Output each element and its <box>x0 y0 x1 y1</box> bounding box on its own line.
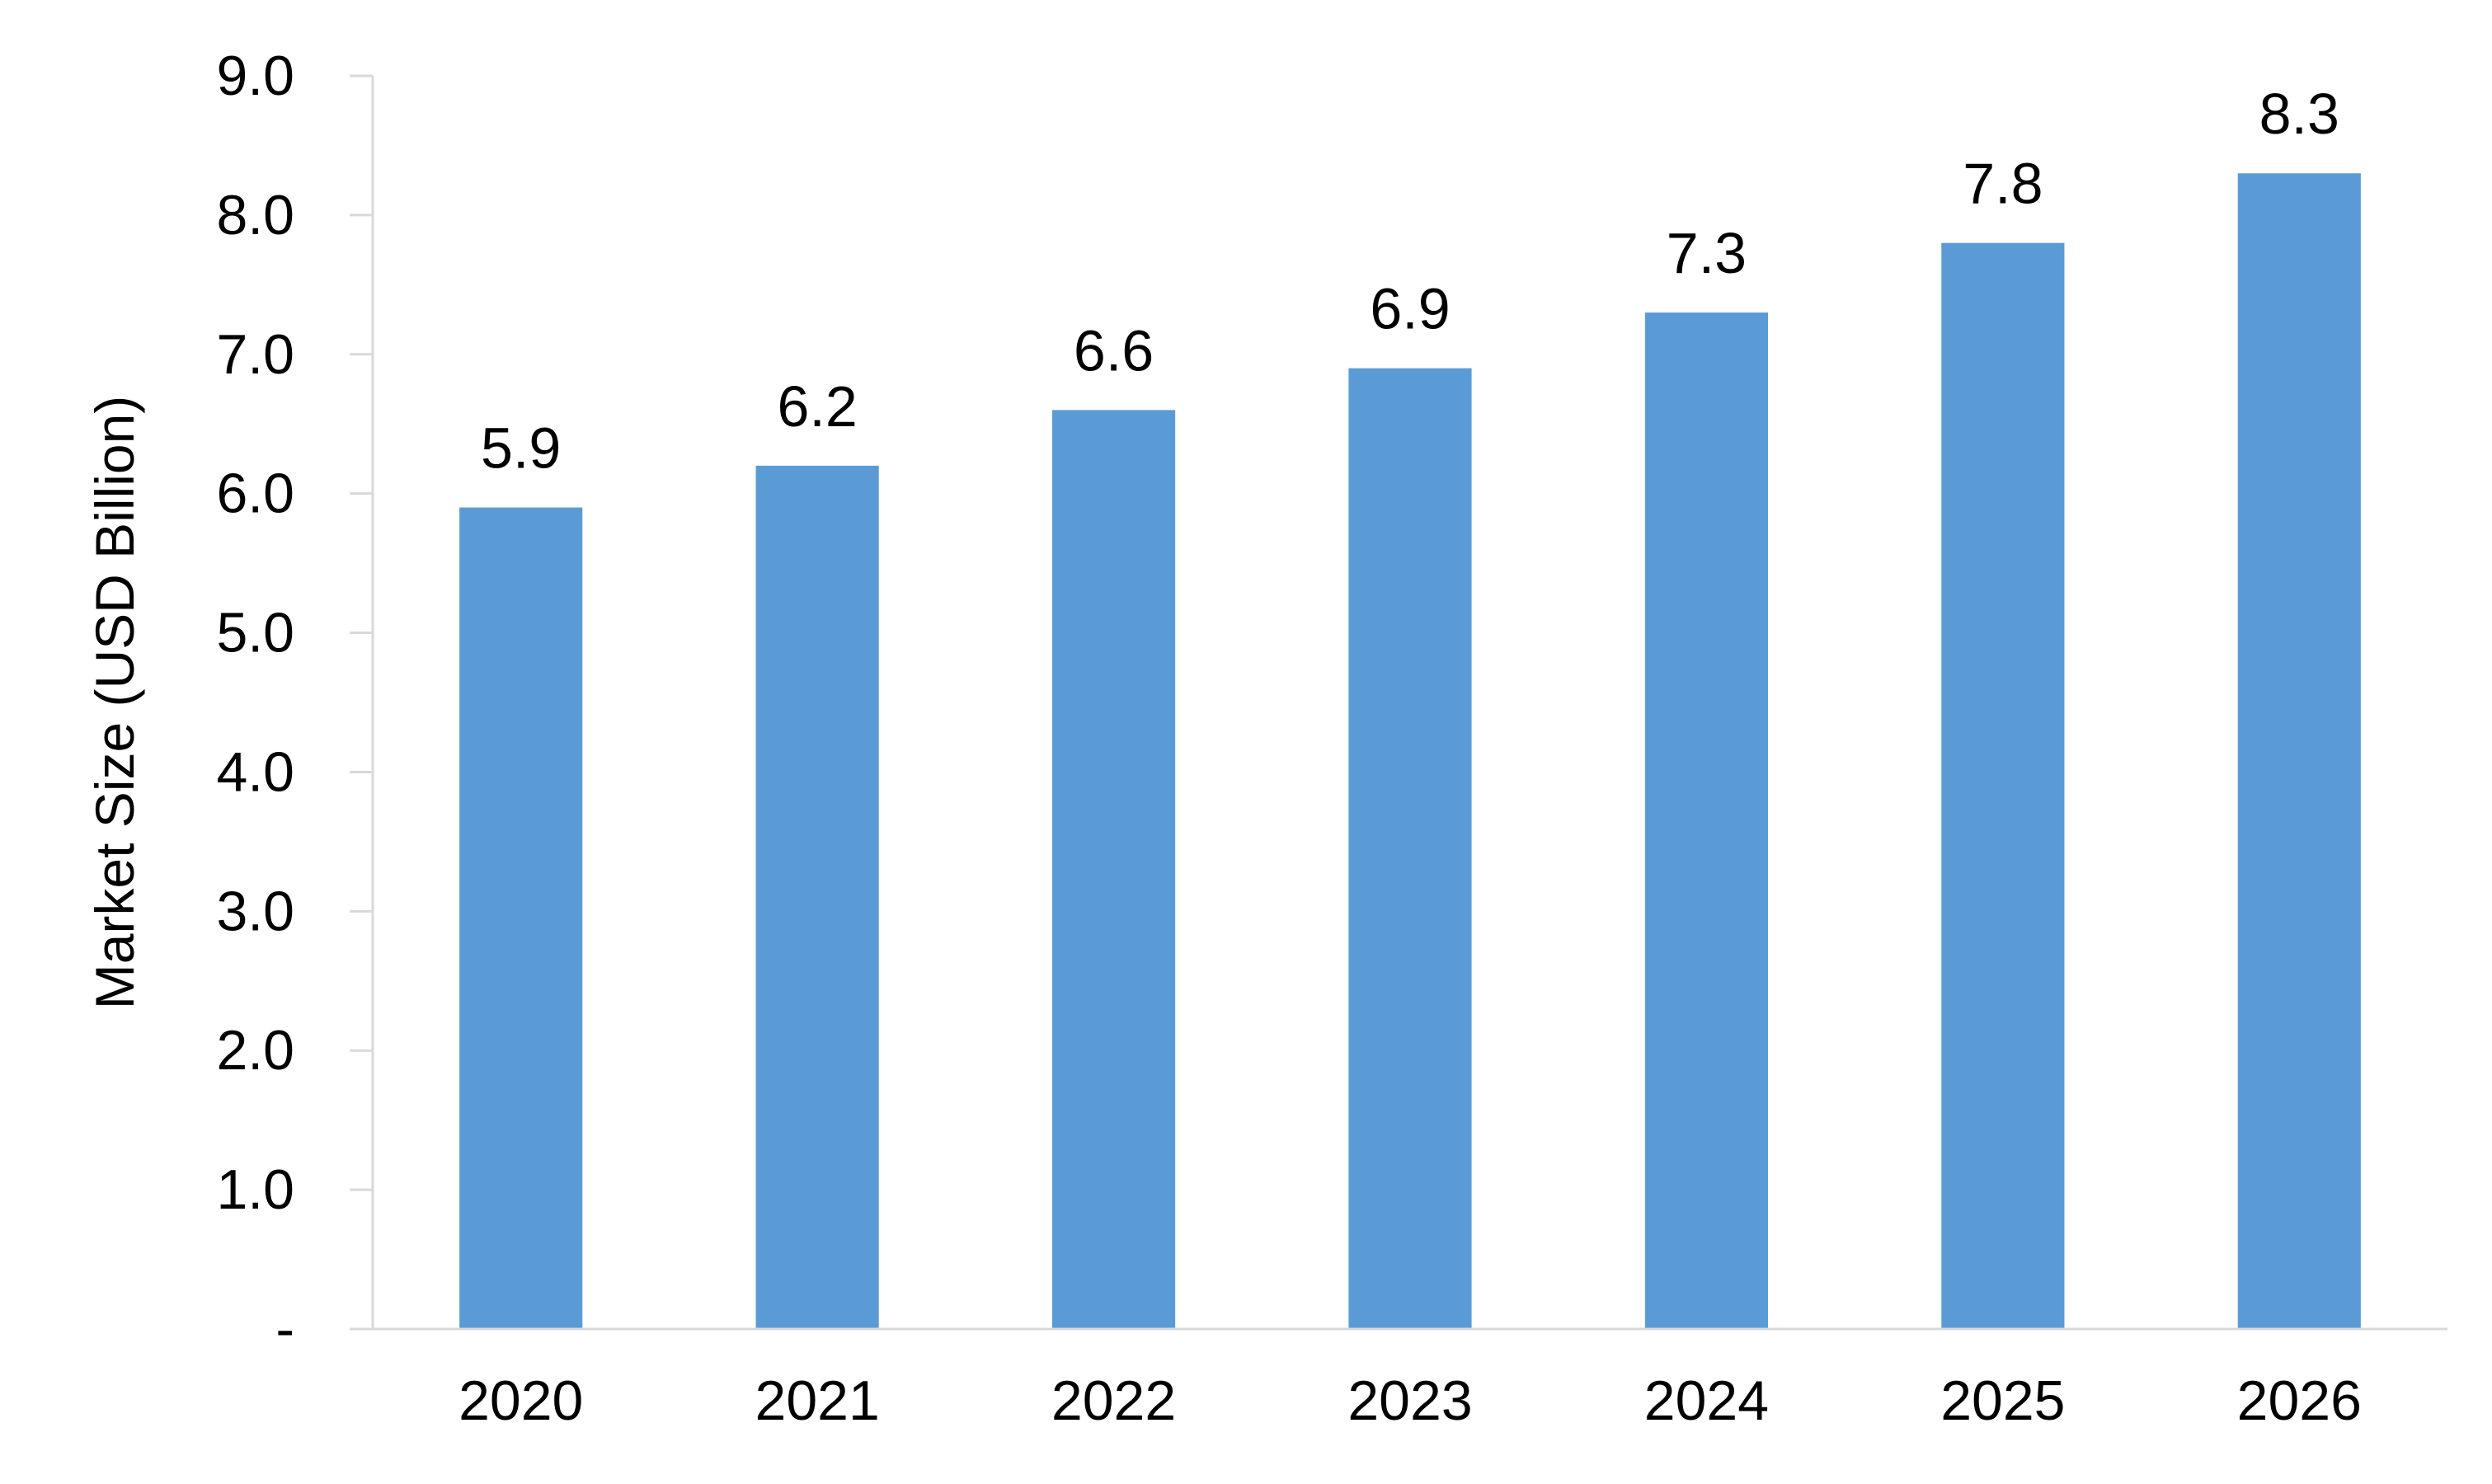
bar-2020 <box>459 507 583 1329</box>
x-tick-label-2025: 2025 <box>1940 1369 2065 1432</box>
bar-2021 <box>755 465 879 1329</box>
data-labels: 5.9 6.2 6.6 6.9 7.3 7.8 8.3 <box>481 82 2339 480</box>
bar-2023 <box>1348 368 1472 1330</box>
y-tick-label: 5.0 <box>216 602 294 665</box>
x-tick-label-2026: 2026 <box>2237 1369 2362 1432</box>
x-tick-label-2023: 2023 <box>1347 1369 1472 1432</box>
x-tick-label-2021: 2021 <box>755 1369 880 1432</box>
data-label-2023: 6.9 <box>1370 277 1450 341</box>
bar-2024 <box>1644 312 1769 1330</box>
y-axis-title-group: Market Size (USD Billion) <box>84 396 145 1010</box>
data-label-2022: 6.6 <box>1074 318 1154 383</box>
x-tick-label-2024: 2024 <box>1644 1369 1769 1432</box>
y-tick-label: 6.0 <box>216 463 294 525</box>
y-axis-title: Market Size (USD Billion) <box>84 396 145 1010</box>
y-tick-label: 2.0 <box>216 1019 294 1082</box>
bars <box>459 173 2361 1330</box>
y-tick-label: 4.0 <box>216 740 294 803</box>
data-label-2020: 5.9 <box>481 416 561 481</box>
y-tick-label: 8.0 <box>216 184 294 247</box>
bar-2022 <box>1051 410 1176 1329</box>
bar-2026 <box>2237 173 2361 1330</box>
data-label-2025: 7.8 <box>1963 152 2043 216</box>
x-tick-label-2020: 2020 <box>458 1369 583 1432</box>
x-axis-ticks: 2020 2021 2022 2023 2024 2025 2026 <box>458 1369 2362 1432</box>
y-tick-label: 1.0 <box>216 1158 294 1221</box>
data-label-2026: 8.3 <box>2259 82 2339 146</box>
y-tick-label: 9.0 <box>216 45 294 107</box>
axes <box>350 76 2447 1331</box>
bar-2025 <box>1941 242 2065 1330</box>
data-label-2021: 6.2 <box>777 374 857 439</box>
y-tick-label: 3.0 <box>216 880 294 942</box>
y-axis-ticks: - 1.0 2.0 3.0 4.0 5.0 6.0 7.0 8.0 9.0 <box>216 45 373 1360</box>
y-tick-label: - <box>275 1298 294 1360</box>
y-tick-label: 7.0 <box>216 323 294 386</box>
data-label-2024: 7.3 <box>1667 221 1747 285</box>
x-tick-label-2022: 2022 <box>1051 1369 1176 1432</box>
